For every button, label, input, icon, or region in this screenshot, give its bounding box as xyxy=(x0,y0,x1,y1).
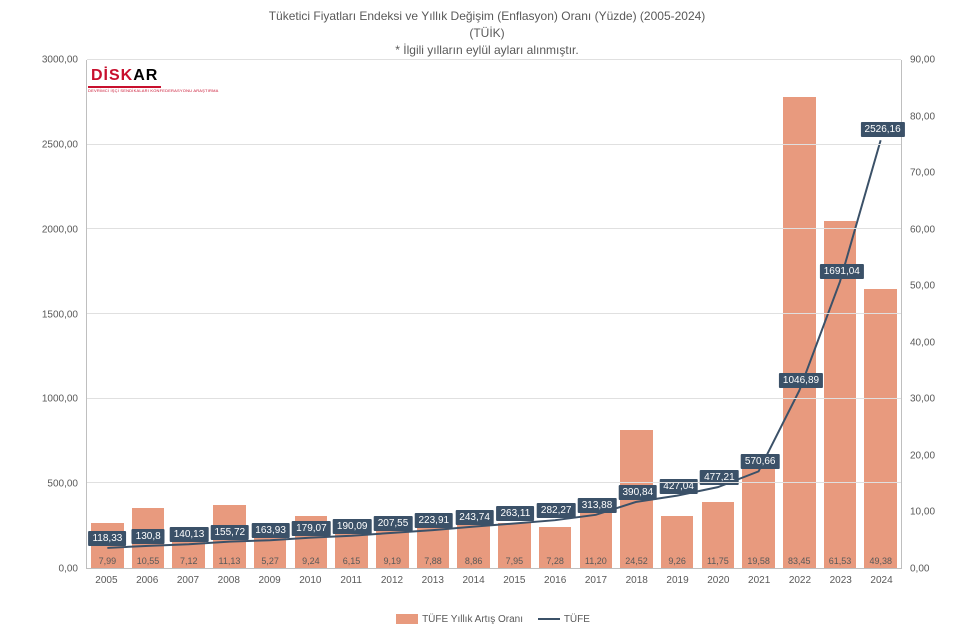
legend: TÜFE Yıllık Artış Oranı TÜFE xyxy=(0,614,974,625)
y-right-tick: 0,00 xyxy=(910,564,929,575)
line-value-label: 190,09 xyxy=(333,519,372,534)
line-value-label: 207,55 xyxy=(374,516,413,531)
y-right-tick: 30,00 xyxy=(910,394,935,405)
y-left-tick: 1500,00 xyxy=(42,309,78,320)
x-category-label: 2024 xyxy=(861,571,902,589)
y-right-tick: 70,00 xyxy=(910,168,935,179)
x-category-label: 2022 xyxy=(780,571,821,589)
y-right-tick: 60,00 xyxy=(910,224,935,235)
chart-title-line1: Tüketici Fiyatları Endeksi ve Yıllık Değ… xyxy=(0,8,974,25)
line-value-label: 570,66 xyxy=(741,454,780,469)
plot-inner: 7,9910,557,1211,135,279,246,159,197,888,… xyxy=(86,60,902,569)
legend-line-label: TÜFE xyxy=(564,614,590,625)
gridline xyxy=(87,228,901,229)
y-right-tick: 10,00 xyxy=(910,507,935,518)
line-value-label: 427,04 xyxy=(659,479,698,494)
line-value-label: 313,88 xyxy=(578,498,617,513)
plot-area: 0,00 500,00 1000,00 1500,00 2000,00 2500,00 30… xyxy=(34,60,954,589)
y-axis-right: 0,00 10,00 20,00 30,00 40,00 50,00 60,00 70,00 8… xyxy=(906,60,956,589)
y-left-tick: 2000,00 xyxy=(42,224,78,235)
x-category-label: 2019 xyxy=(657,571,698,589)
x-category-label: 2016 xyxy=(535,571,576,589)
x-category-label: 2021 xyxy=(739,571,780,589)
chart-title-line2: (TÜİK) xyxy=(0,25,974,42)
y-left-tick: 500,00 xyxy=(47,479,78,490)
line-value-label: 2526,16 xyxy=(861,122,905,137)
x-category-label: 2009 xyxy=(249,571,290,589)
gridline xyxy=(87,313,901,314)
line-value-label: 243,74 xyxy=(455,510,494,525)
x-category-label: 2010 xyxy=(290,571,331,589)
legend-bar-swatch xyxy=(396,614,418,624)
gridline xyxy=(87,398,901,399)
gridline xyxy=(87,59,901,60)
y-right-tick: 20,00 xyxy=(910,450,935,461)
x-category-label: 2014 xyxy=(453,571,494,589)
y-left-tick: 0,00 xyxy=(59,564,78,575)
x-category-label: 2006 xyxy=(127,571,168,589)
x-category-label: 2007 xyxy=(168,571,209,589)
line-layer xyxy=(87,60,901,568)
chart-titles: Tüketici Fiyatları Endeksi ve Yıllık Değ… xyxy=(0,8,974,58)
x-category-label: 2018 xyxy=(616,571,657,589)
x-category-label: 2005 xyxy=(86,571,127,589)
y-left-tick: 2500,00 xyxy=(42,139,78,150)
y-right-tick: 50,00 xyxy=(910,281,935,292)
gridline xyxy=(87,144,901,145)
y-left-tick: 1000,00 xyxy=(42,394,78,405)
line-value-label: 1691,04 xyxy=(820,264,864,279)
x-category-label: 2008 xyxy=(208,571,249,589)
line-value-label: 223,91 xyxy=(415,513,454,528)
x-category-label: 2017 xyxy=(576,571,617,589)
line-value-label: 1046,89 xyxy=(779,373,823,388)
y-right-tick: 80,00 xyxy=(910,111,935,122)
y-left-tick: 3000,00 xyxy=(42,55,78,66)
line-value-label: 179,07 xyxy=(292,521,331,536)
line-value-label: 130,8 xyxy=(132,529,165,544)
y-right-tick: 40,00 xyxy=(910,337,935,348)
legend-bar-label: TÜFE Yıllık Artış Oranı xyxy=(422,614,523,625)
x-axis-categories: 2005200620072008200920102011201220132014… xyxy=(86,571,902,589)
y-axis-left: 0,00500,001000,001500,002000,002500,0030… xyxy=(32,60,82,589)
line-value-label: 118,33 xyxy=(88,531,126,546)
x-category-label: 2023 xyxy=(820,571,861,589)
tufe-line xyxy=(107,140,880,548)
x-category-label: 2012 xyxy=(372,571,413,589)
gridline xyxy=(87,482,901,483)
x-category-label: 2015 xyxy=(494,571,535,589)
x-category-label: 2020 xyxy=(698,571,739,589)
line-value-label: 155,72 xyxy=(211,525,250,540)
x-category-label: 2011 xyxy=(331,571,372,589)
line-value-label: 140,13 xyxy=(170,527,209,542)
legend-line-swatch xyxy=(538,618,560,620)
line-value-label: 282,27 xyxy=(537,503,576,518)
chart-container: Tüketici Fiyatları Endeksi ve Yıllık Değ… xyxy=(0,0,974,627)
y-right-tick: 90,00 xyxy=(910,55,935,66)
chart-title-line3: * İlgili yılların eylül ayları alınmıştı… xyxy=(0,42,974,59)
line-value-label: 163,93 xyxy=(251,523,290,538)
x-category-label: 2013 xyxy=(412,571,453,589)
line-value-label: 390,84 xyxy=(619,485,658,500)
line-value-label: 263,11 xyxy=(496,506,534,521)
